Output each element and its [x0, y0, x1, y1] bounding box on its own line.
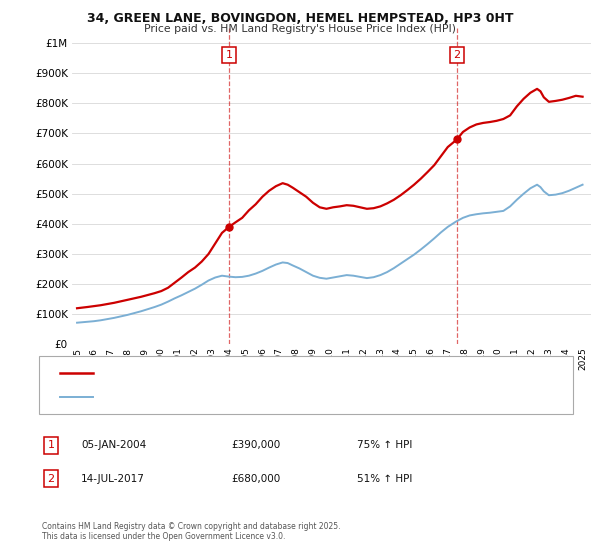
Text: £680,000: £680,000	[231, 474, 280, 484]
Text: £390,000: £390,000	[231, 440, 280, 450]
Text: HPI: Average price, semi-detached house, Dacorum: HPI: Average price, semi-detached house,…	[102, 392, 335, 401]
Text: 34, GREEN LANE, BOVINGDON, HEMEL HEMPSTEAD, HP3 0HT (semi-detached house): 34, GREEN LANE, BOVINGDON, HEMEL HEMPSTE…	[102, 369, 485, 378]
Text: 14-JUL-2017: 14-JUL-2017	[81, 474, 145, 484]
Text: 75% ↑ HPI: 75% ↑ HPI	[357, 440, 412, 450]
Text: 1: 1	[226, 50, 233, 60]
Text: Contains HM Land Registry data © Crown copyright and database right 2025.
This d: Contains HM Land Registry data © Crown c…	[42, 522, 341, 542]
Text: 1: 1	[47, 440, 55, 450]
Text: 34, GREEN LANE, BOVINGDON, HEMEL HEMPSTEAD, HP3 0HT: 34, GREEN LANE, BOVINGDON, HEMEL HEMPSTE…	[87, 12, 513, 25]
Text: 2: 2	[454, 50, 460, 60]
Text: 2: 2	[47, 474, 55, 484]
Text: 05-JAN-2004: 05-JAN-2004	[81, 440, 146, 450]
Text: 51% ↑ HPI: 51% ↑ HPI	[357, 474, 412, 484]
Text: Price paid vs. HM Land Registry's House Price Index (HPI): Price paid vs. HM Land Registry's House …	[144, 24, 456, 34]
